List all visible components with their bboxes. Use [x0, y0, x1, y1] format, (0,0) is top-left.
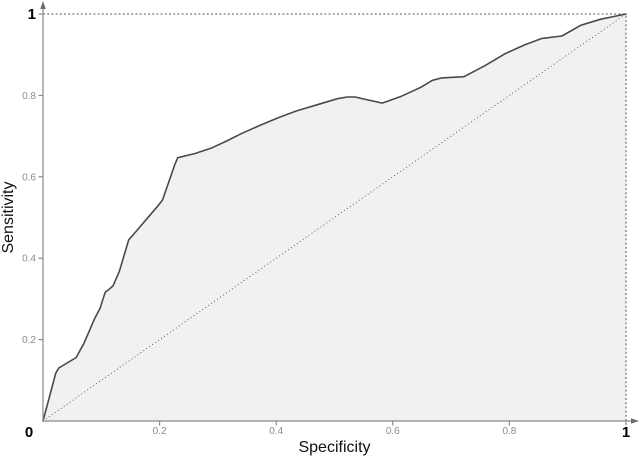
y-tick-label: 0.4 — [22, 254, 36, 265]
roc-curve-line — [42, 13, 627, 422]
origin-label: 0 — [25, 424, 33, 441]
x-tick-label: 0.8 — [502, 426, 516, 437]
y-tick-label: 0.6 — [22, 172, 36, 183]
x-axis-title: Specificity — [298, 439, 370, 456]
y-axis-title: Sensitivity — [0, 181, 17, 253]
y-axis-arrowhead-icon — [40, 1, 46, 9]
x-tick-label: 1 — [622, 424, 630, 441]
x-tick-label: 0.2 — [153, 426, 167, 437]
x-tick-label: 0.4 — [269, 426, 283, 437]
y-tick-label: 1 — [28, 6, 36, 23]
y-tick-label: 0.2 — [22, 335, 36, 346]
x-tick-label: 0.6 — [386, 426, 400, 437]
y-tick-label: 0.8 — [22, 91, 36, 102]
x-axis-arrowhead-icon — [631, 418, 639, 424]
